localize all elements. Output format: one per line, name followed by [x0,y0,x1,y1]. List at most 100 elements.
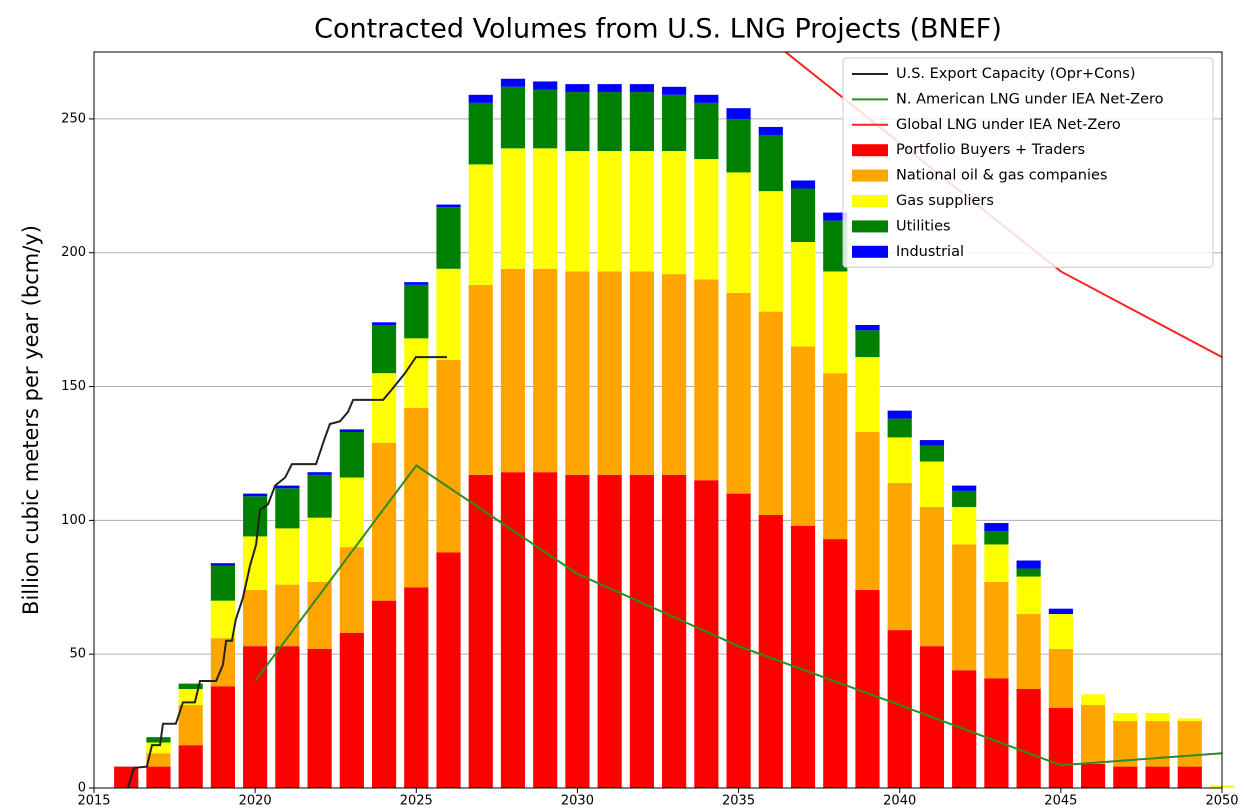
bar [1081,705,1106,764]
bar [533,268,558,473]
bar [1145,721,1170,767]
bar [1048,707,1073,788]
y-tick-label: 50 [69,647,86,662]
bar [468,94,493,103]
bar [1177,718,1202,722]
bar [855,324,880,331]
bar [1048,614,1073,649]
bar [952,490,977,507]
bar [210,565,235,601]
bar [146,742,171,754]
bar [468,474,493,788]
y-axis-label: Billion cubic meters per year (bcm/y) [19,225,43,615]
bar [952,544,977,671]
bar [597,474,622,788]
bar [500,472,526,788]
bar [565,151,590,272]
legend-label: Portfolio Buyers + Traders [896,142,1085,158]
bar [565,92,590,152]
bar [1145,766,1170,788]
bar [468,102,493,165]
bar [790,180,816,189]
bar [436,207,461,269]
bar [597,271,622,475]
bar [146,753,171,767]
x-tick-label: 2025 [400,794,433,809]
axes: 0 50 100 150 200 250 2015 2020 2025 2030 2035 2040 2… [61,111,1238,808]
bars [114,78,1235,788]
legend-swatch [852,245,888,258]
bar [694,102,719,160]
bar [146,737,171,743]
bar [436,552,461,788]
y-tick-label: 100 [61,513,86,528]
y-tick-label: 150 [61,379,86,394]
bar [371,600,397,788]
legend-label: U.S. Export Capacity (Opr+Cons) [896,66,1135,82]
bar [178,745,203,788]
bar [1016,688,1041,788]
bar [210,600,235,639]
bar [307,517,332,582]
bar [629,84,654,93]
bar [1113,766,1138,788]
bar [629,151,654,272]
bar [597,151,622,272]
bar [1016,568,1041,577]
bar [404,587,429,788]
bar [1048,608,1073,615]
bar [307,472,332,475]
bar [629,271,654,475]
bar [404,284,429,339]
legend: U.S. Export Capacity (Opr+Cons) N. Americ… [842,57,1214,268]
bar [210,563,235,566]
legend-label: Industrial [896,244,964,260]
bar [790,188,816,243]
bar [307,648,332,788]
bar [565,474,590,788]
bar [275,485,300,489]
bar [1081,694,1106,706]
x-tick-label: 2020 [239,794,272,809]
bar [565,271,590,475]
legend-label: Utilities [896,218,951,234]
bar [243,493,268,497]
bar [533,89,558,149]
bar [823,212,848,221]
bar [855,357,880,433]
bar [694,159,719,280]
bar [1016,576,1041,615]
bar [436,359,461,553]
bar [178,705,203,746]
bar [243,589,268,647]
legend-label: Global LNG under IEA Net-Zero [896,117,1121,133]
y-tick-label: 250 [61,111,86,126]
bar [855,432,880,590]
bar [404,407,429,588]
bar [823,271,848,374]
bar [178,683,203,689]
bar [404,282,429,285]
bar [371,322,397,325]
bar [371,373,397,443]
plot-frame [93,51,1223,789]
bar [597,92,622,152]
bar [468,164,493,285]
bar [952,506,977,545]
bar [887,418,912,438]
bar [533,148,558,269]
bar [662,151,687,275]
bar [307,474,332,518]
bar [500,86,526,149]
bar [887,437,912,483]
bar [984,531,1009,545]
bar [919,445,945,462]
bar [565,84,590,93]
bar [339,432,364,478]
bar [662,274,687,475]
bar [758,126,783,135]
x-tick-label: 2030 [561,794,594,809]
bar [1048,648,1073,708]
bar [1016,560,1041,569]
